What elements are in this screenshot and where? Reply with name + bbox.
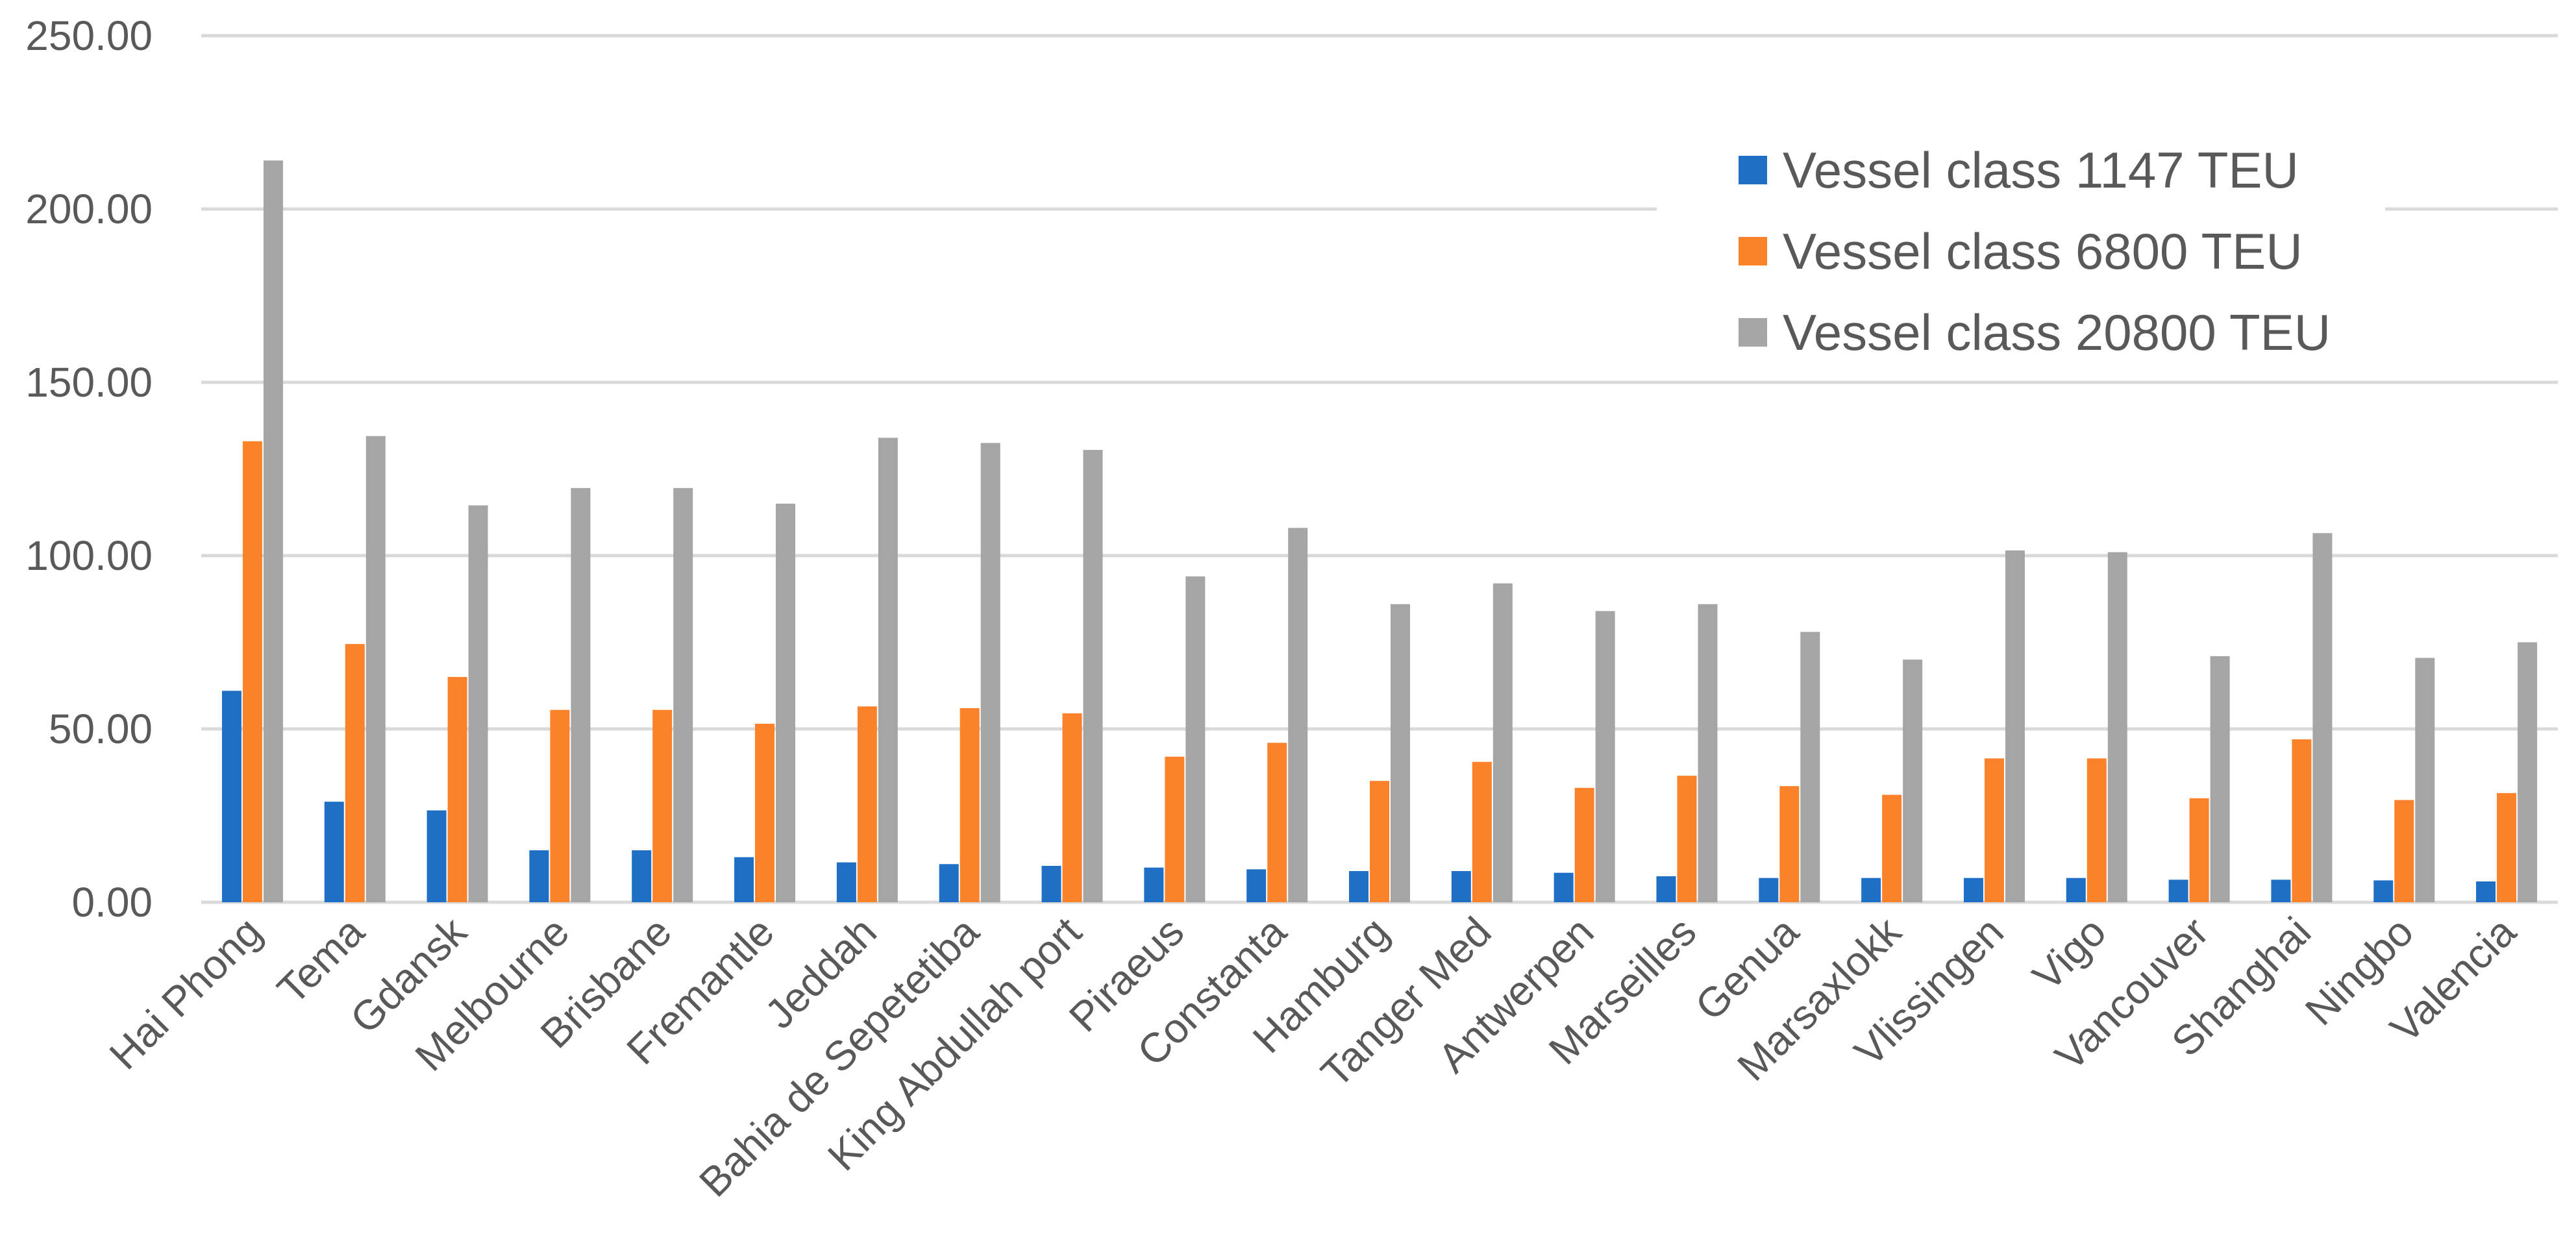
bar	[2497, 793, 2517, 902]
bar	[2107, 552, 2127, 902]
bar	[1574, 787, 1594, 902]
y-tick-label: 150.00	[25, 359, 153, 406]
legend-background	[1657, 145, 2385, 358]
bar	[1246, 869, 1267, 902]
legend-swatch	[1739, 318, 1767, 347]
bar	[1267, 743, 1287, 902]
bar	[1288, 528, 1308, 902]
bar	[1185, 576, 1206, 902]
y-tick-label: 250.00	[25, 12, 153, 59]
bar	[2312, 533, 2333, 902]
bar	[652, 709, 673, 902]
bar	[263, 160, 283, 903]
bar	[571, 487, 591, 902]
bar	[1165, 756, 1185, 902]
bar	[345, 644, 365, 902]
x-category-label: Vigo	[2024, 908, 2115, 1000]
bar	[221, 691, 242, 902]
legend-label: Vessel class 6800 TEU	[1783, 223, 2303, 280]
bar	[1595, 611, 1615, 902]
legend-swatch	[1739, 156, 1767, 184]
bar	[1554, 872, 1574, 902]
bar	[1451, 870, 1471, 902]
bar	[1492, 583, 1513, 902]
bar	[980, 443, 1000, 902]
bar	[1144, 867, 1164, 902]
bar	[1903, 659, 1923, 902]
bar	[2292, 739, 2312, 902]
bar	[1861, 878, 1881, 902]
bar	[1759, 878, 1779, 902]
bar	[2394, 800, 2414, 902]
legend: Vessel class 1147 TEU Vessel class 6800 T…	[1657, 142, 2385, 361]
bar	[776, 503, 796, 902]
bar	[673, 487, 693, 902]
bar	[2415, 658, 2435, 902]
bar	[960, 708, 980, 902]
bar	[1062, 713, 1082, 902]
bar	[427, 810, 447, 902]
x-axis-labels: Hai PhongTemaGdanskMelbourneBrisbaneFrem…	[101, 907, 2525, 1205]
bar	[2168, 880, 2188, 902]
x-category-label: Hai Phong	[101, 908, 271, 1078]
bar	[2066, 878, 2086, 902]
bar	[1984, 758, 2004, 902]
legend-swatch	[1739, 237, 1767, 265]
bar	[550, 709, 570, 902]
bar	[1472, 761, 1492, 902]
bar	[2271, 880, 2291, 902]
bar	[2476, 881, 2496, 902]
bar	[365, 436, 386, 902]
bar	[2210, 656, 2230, 902]
bar	[242, 441, 262, 902]
bar	[1656, 876, 1676, 902]
y-tick-label: 0.00	[71, 879, 153, 926]
bar	[468, 505, 488, 902]
bar	[1083, 450, 1103, 902]
legend-label: Vessel class 20800 TEU	[1783, 304, 2331, 361]
bar	[1391, 604, 1410, 902]
bar	[2087, 758, 2107, 902]
bar	[1041, 865, 1061, 902]
bar	[1698, 604, 1718, 902]
bar	[878, 437, 898, 902]
bar	[2518, 642, 2538, 902]
bar	[2005, 550, 2025, 902]
bars	[221, 160, 2538, 903]
bar	[1677, 776, 1697, 902]
bar	[1963, 878, 1983, 902]
bar	[324, 802, 344, 902]
bar	[1349, 870, 1368, 902]
bar	[939, 864, 959, 902]
bar	[1370, 781, 1389, 902]
y-axis-ticks: 0.00 50.00 100.00 150.00 200.00 250.00	[25, 12, 153, 926]
y-tick-label: 200.00	[25, 186, 153, 232]
y-tick-label: 50.00	[49, 706, 153, 752]
legend-label: Vessel class 1147 TEU	[1783, 142, 2299, 199]
y-tick-label: 100.00	[25, 532, 153, 579]
bar	[529, 850, 549, 902]
bar	[2373, 880, 2394, 902]
bar	[447, 676, 467, 902]
bar	[734, 857, 754, 902]
bar	[1779, 786, 1800, 902]
bar	[632, 850, 652, 902]
bar	[1882, 794, 1902, 902]
bar	[836, 862, 856, 902]
bar	[755, 723, 775, 902]
bar	[2189, 798, 2209, 902]
bar	[1800, 632, 1820, 902]
bar	[857, 706, 877, 902]
